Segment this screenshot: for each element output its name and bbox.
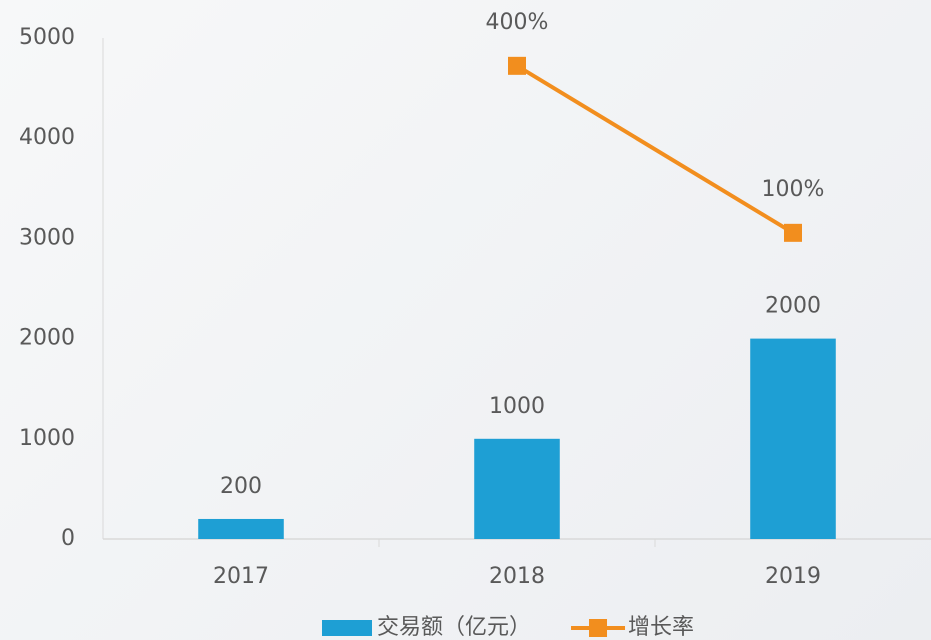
data-label: 200 bbox=[220, 474, 262, 499]
bar bbox=[198, 518, 284, 539]
y-tick-label: 3000 bbox=[19, 225, 75, 250]
line-marker bbox=[784, 223, 802, 242]
data-label: 1000 bbox=[489, 394, 545, 419]
y-tick-label: 2000 bbox=[19, 326, 75, 351]
y-tick-label: 5000 bbox=[19, 25, 75, 50]
x-tick-label: 2018 bbox=[489, 564, 545, 589]
x-tick-label: 2017 bbox=[213, 564, 269, 589]
legend-swatch bbox=[322, 620, 372, 636]
bar bbox=[474, 438, 560, 539]
data-label: 2000 bbox=[765, 294, 821, 319]
y-tick-label: 4000 bbox=[19, 125, 75, 150]
x-tick-label: 2019 bbox=[765, 564, 821, 589]
y-tick-label: 0 bbox=[61, 526, 75, 551]
line bbox=[515, 64, 795, 235]
legend-marker bbox=[589, 619, 608, 637]
legend-label: 交易额（亿元） bbox=[377, 615, 531, 640]
line-marker bbox=[508, 56, 526, 75]
data-label: 100% bbox=[762, 177, 825, 202]
legend-label: 增长率 bbox=[628, 615, 694, 640]
y-tick-label: 1000 bbox=[19, 426, 75, 451]
bar bbox=[750, 338, 836, 539]
data-label: 400% bbox=[486, 10, 549, 35]
